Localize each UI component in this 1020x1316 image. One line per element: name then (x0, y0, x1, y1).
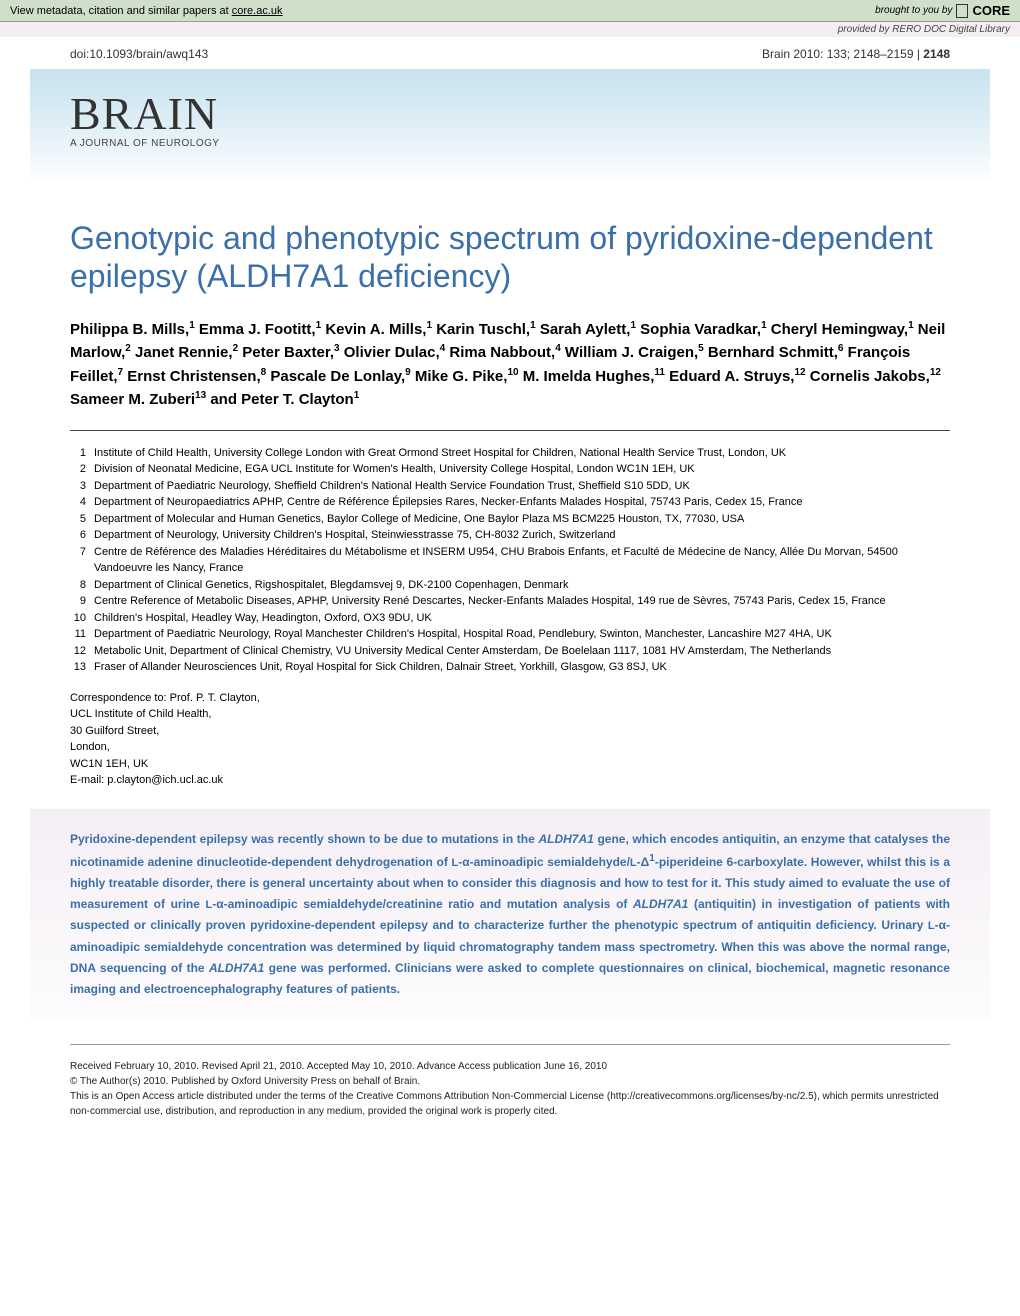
affiliation-number: 10 (70, 610, 92, 627)
affiliation-text: Department of Paediatric Neurology, Roya… (92, 626, 950, 643)
correspondence: Correspondence to: Prof. P. T. Clayton,U… (70, 690, 950, 789)
document-icon (956, 4, 968, 18)
affiliation-text: Department of Neurology, University Chil… (92, 527, 950, 544)
content: Genotypic and phenotypic spectrum of pyr… (30, 219, 990, 789)
affiliation-number: 13 (70, 659, 92, 676)
affiliation-item: 9Centre Reference of Metabolic Diseases,… (70, 593, 950, 610)
affiliation-text: Fraser of Allander Neurosciences Unit, R… (92, 659, 950, 676)
provided-by-bar: provided by RERO DOC Digital Library (0, 22, 1020, 37)
affiliation-number: 11 (70, 626, 92, 643)
core-link[interactable]: core.ac.uk (232, 5, 283, 17)
correspondence-line: Correspondence to: Prof. P. T. Clayton, (70, 690, 950, 707)
footer-separator (70, 1044, 950, 1045)
affiliation-text: Metabolic Unit, Department of Clinical C… (92, 643, 950, 660)
top-bar: doi:10.1093/brain/awq143 Brain 2010: 133… (30, 37, 990, 69)
affiliation-number: 6 (70, 527, 92, 544)
provided-by-text: provided by RERO DOC Digital Library (838, 24, 1010, 35)
affiliation-number: 5 (70, 511, 92, 528)
core-right: brought to you by CORE (875, 3, 1010, 18)
citation-text: Brain 2010: 133; 2148–2159 (762, 47, 913, 61)
affiliation-item: 8Department of Clinical Genetics, Rigsho… (70, 577, 950, 594)
core-left: View metadata, citation and similar pape… (10, 5, 283, 17)
affiliation-item: 10Children's Hospital, Headley Way, Head… (70, 610, 950, 627)
correspondence-line: E-mail: p.clayton@ich.ucl.ac.uk (70, 772, 950, 789)
affiliation-text: Centre Reference of Metabolic Diseases, … (92, 593, 950, 610)
affiliation-number: 4 (70, 494, 92, 511)
affiliation-item: 5Department of Molecular and Human Genet… (70, 511, 950, 528)
affiliation-number: 3 (70, 478, 92, 495)
page-number: 2148 (923, 47, 950, 61)
affiliation-item: 3Department of Paediatric Neurology, She… (70, 478, 950, 495)
affiliation-item: 1Institute of Child Health, University C… (70, 445, 950, 462)
affiliation-text: Department of Molecular and Human Geneti… (92, 511, 950, 528)
core-left-text: View metadata, citation and similar pape… (10, 5, 232, 17)
affiliation-number: 9 (70, 593, 92, 610)
affiliation-item: 13Fraser of Allander Neurosciences Unit,… (70, 659, 950, 676)
core-logo[interactable]: CORE (972, 3, 1010, 18)
abstract: Pyridoxine-dependent epilepsy was recent… (70, 829, 950, 1000)
affiliation-item: 7Centre de Référence des Maladies Hérédi… (70, 544, 950, 577)
citation: Brain 2010: 133; 2148–2159 | 2148 (762, 47, 950, 61)
affiliation-item: 2Division of Neonatal Medicine, EGA UCL … (70, 461, 950, 478)
affiliation-text: Department of Neuropaediatrics APHP, Cen… (92, 494, 950, 511)
affiliation-number: 1 (70, 445, 92, 462)
abstract-band: Pyridoxine-dependent epilepsy was recent… (30, 809, 990, 1020)
affiliation-text: Institute of Child Health, University Co… (92, 445, 950, 462)
affiliation-number: 12 (70, 643, 92, 660)
affiliation-number: 8 (70, 577, 92, 594)
authors: Philippa B. Mills,1 Emma J. Footitt,1 Ke… (70, 318, 950, 412)
affiliation-number: 7 (70, 544, 92, 577)
copyright-line: © The Author(s) 2010. Published by Oxfor… (70, 1074, 950, 1089)
journal-name: BRAIN (70, 87, 950, 140)
affiliation-text: Department of Paediatric Neurology, Shef… (92, 478, 950, 495)
license-line: This is an Open Access article distribut… (70, 1089, 950, 1119)
journal-header: BRAIN A JOURNAL OF NEUROLOGY (30, 69, 990, 179)
correspondence-line: WC1N 1EH, UK (70, 756, 950, 773)
affiliation-text: Centre de Référence des Maladies Hérédit… (92, 544, 950, 577)
affiliation-item: 11Department of Paediatric Neurology, Ro… (70, 626, 950, 643)
received-line: Received February 10, 2010. Revised Apri… (70, 1059, 950, 1074)
affiliation-item: 12Metabolic Unit, Department of Clinical… (70, 643, 950, 660)
journal-subtitle: A JOURNAL OF NEUROLOGY (70, 138, 950, 149)
affiliation-text: Division of Neonatal Medicine, EGA UCL I… (92, 461, 950, 478)
separator (70, 430, 950, 431)
affiliation-text: Children's Hospital, Headley Way, Headin… (92, 610, 950, 627)
page-container: doi:10.1093/brain/awq143 Brain 2010: 133… (0, 37, 1020, 1144)
correspondence-line: London, (70, 739, 950, 756)
footer: Received February 10, 2010. Revised Apri… (30, 1020, 990, 1119)
affiliations: 1Institute of Child Health, University C… (70, 445, 950, 676)
correspondence-line: UCL Institute of Child Health, (70, 706, 950, 723)
affiliation-item: 4Department of Neuropaediatrics APHP, Ce… (70, 494, 950, 511)
brought-by-text: brought to you by (875, 5, 952, 16)
core-banner: View metadata, citation and similar pape… (0, 0, 1020, 22)
correspondence-line: 30 Guilford Street, (70, 723, 950, 740)
affiliation-item: 6Department of Neurology, University Chi… (70, 527, 950, 544)
article-title: Genotypic and phenotypic spectrum of pyr… (70, 219, 950, 296)
affiliation-text: Department of Clinical Genetics, Rigshos… (92, 577, 950, 594)
affiliation-number: 2 (70, 461, 92, 478)
doi: doi:10.1093/brain/awq143 (70, 47, 208, 61)
